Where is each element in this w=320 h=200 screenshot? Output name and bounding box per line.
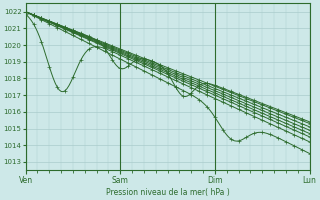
X-axis label: Pression niveau de la mer( hPa ): Pression niveau de la mer( hPa )	[106, 188, 229, 197]
